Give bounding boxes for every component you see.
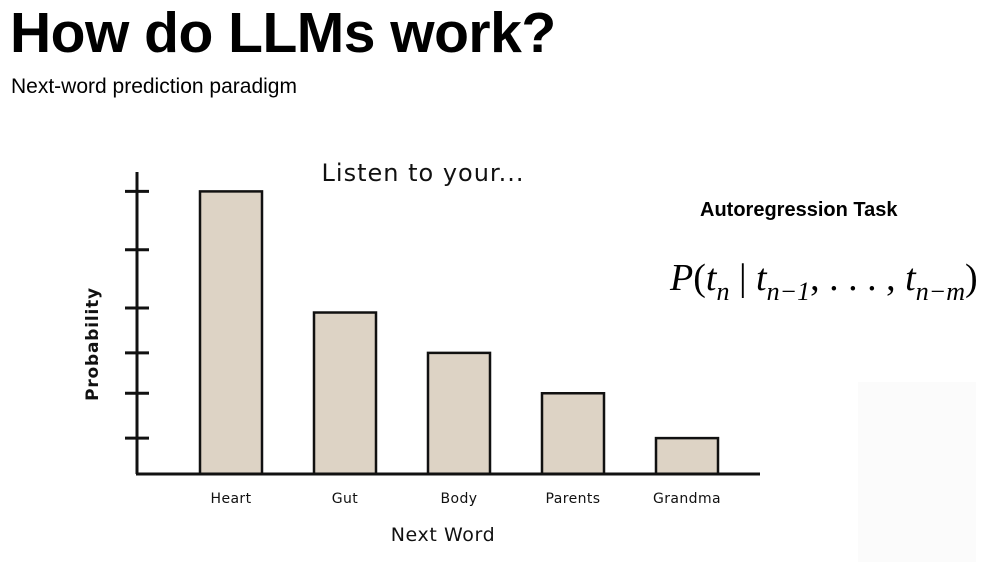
formula-t-earliest: t (905, 257, 916, 299)
x-tick-label: Body (441, 491, 478, 507)
formula-close-paren: ) (965, 257, 978, 299)
formula-t-previous: t (756, 257, 767, 299)
formula-sub-earliest: n−m (915, 277, 966, 306)
formula-ellipsis: , . . . , (810, 257, 906, 299)
formula-sub-current: n (716, 277, 730, 306)
x-tick-label: Heart (211, 491, 252, 507)
bar-grandma (654, 436, 720, 476)
x-tick-label: Grandma (653, 491, 721, 507)
x-tick-labels-layer: Heart Gut Body Parents Grandma (211, 491, 721, 507)
autoregression-heading: Autoregression Task (700, 199, 898, 221)
chart-title: Listen to your... (322, 159, 525, 187)
x-tick-label: Gut (332, 491, 359, 507)
formula-t-current: t (705, 257, 717, 299)
x-axis-label: Next Word (391, 524, 496, 546)
formula-sub-previous: n−1 (766, 277, 811, 306)
corner-watermark-area (858, 382, 976, 562)
bars-layer (198, 190, 720, 476)
formula-p: P (670, 257, 694, 299)
bar-parents (540, 392, 606, 476)
y-axis-label: Probability (83, 287, 103, 401)
bar-body (426, 351, 492, 476)
page-subtitle: Next-word prediction paradigm (11, 75, 297, 98)
formula-open-paren: ( (693, 257, 706, 299)
x-tick-label: Parents (546, 491, 601, 507)
bar-gut (312, 311, 378, 476)
bar-heart (198, 190, 264, 476)
autoregression-formula: P(tn | tn−1, . . . , tn−m) (670, 252, 978, 308)
formula-bar: | (729, 257, 757, 299)
page-title: How do LLMs work? (10, 1, 556, 65)
